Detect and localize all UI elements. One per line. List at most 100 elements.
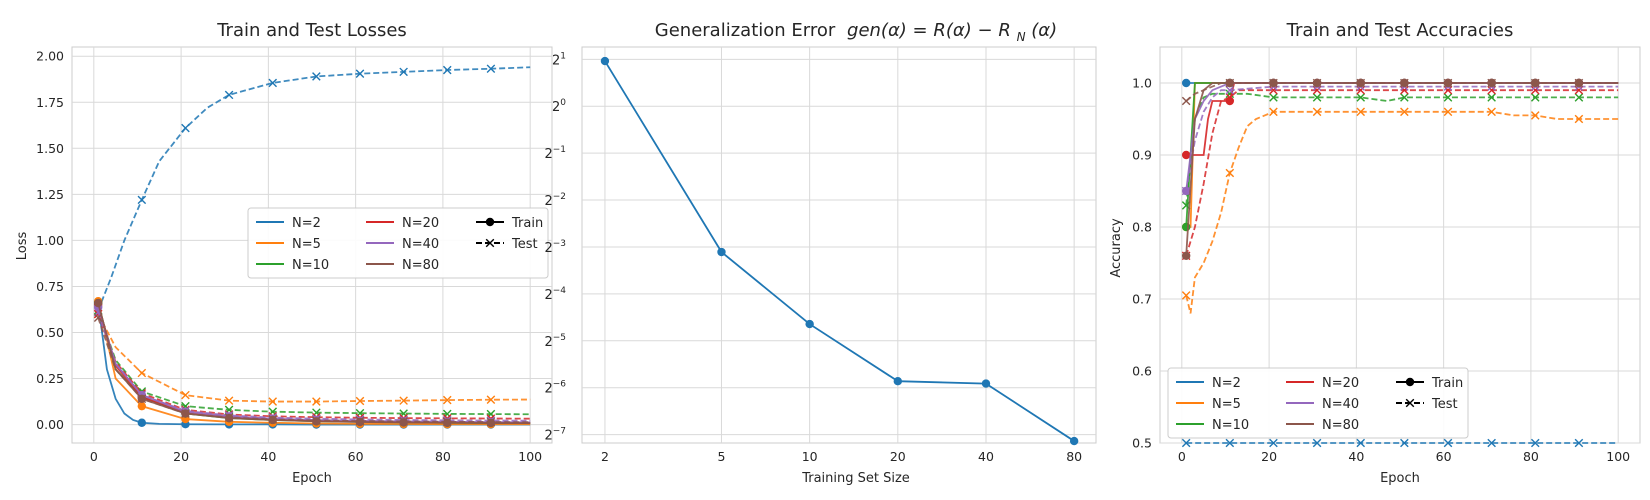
accuracies-test-point [1443,93,1453,102]
accuracies-train-point [1181,150,1191,160]
accuracies-test-point [1181,291,1191,300]
losses-legend-train-label: Train [511,216,543,231]
losses-test-point [181,390,190,400]
accuracies-test-point-stroke-b [1181,96,1191,106]
losses-legend-label: N=20 [402,216,439,231]
losses-test-point [224,90,234,100]
accuracies-test-point-stroke-b [1312,85,1322,95]
accuracies-test-point-stroke-b [1574,93,1584,102]
gen-error-ytick-label: 2−2 [544,192,566,209]
losses-test-point [399,67,408,77]
losses-test-point-stroke-b [224,396,234,405]
accuracies-ylabel: Accuracy [1109,218,1124,278]
losses-legend-test-label: Test [511,237,538,252]
losses-test-point [93,313,103,323]
accuracies-test-point [1530,438,1540,448]
accuracies-test-point-stroke-b [1574,438,1584,448]
losses-legend-label: N=80 [402,258,439,273]
losses-ytick-label: 0.50 [36,325,64,340]
accuracies-train-point [1225,96,1235,106]
accuracies-legend-test-label: Test [1431,397,1458,412]
accuracies-ytick-label: 1.0 [1132,76,1152,91]
losses-train-point [137,394,147,403]
accuracies-test-point [1530,85,1540,95]
losses-train-point [93,298,103,308]
losses-test-point [486,395,496,405]
accuracies-xtick-label: 60 [1436,449,1452,464]
losses-test-point [312,397,321,406]
gen-error-title-main: Generalization Error [655,20,836,41]
accuracies-train-point [1181,251,1191,260]
losses-train-point [355,417,365,427]
accuracies-test-point-stroke-b [1312,438,1322,448]
losses-test-line [97,310,531,416]
accuracies-test-point-stroke-b [1312,93,1322,102]
losses-test-point [442,65,452,75]
accuracies-test-point-stroke-b [1356,93,1366,102]
losses-legend-train-marker [485,217,495,227]
accuracies-train-point [1443,78,1453,88]
accuracies-train-point [1531,78,1540,88]
losses-test-point-stroke-b [399,67,408,77]
accuracies-test-point [1225,438,1235,448]
losses-test-point [137,368,147,378]
losses-test-point-stroke-b [312,72,321,81]
accuracies-test-point-stroke-b [1269,93,1278,102]
accuracies-legend-label: N=10 [1212,418,1249,433]
losses-test-line [97,313,531,403]
accuracies-test-point-stroke-b [1530,438,1540,448]
accuracies-train-point [1181,222,1191,232]
accuracies-test-point [1400,107,1409,117]
losses-test-point [268,78,278,88]
losses-test-point-stroke-b [442,395,452,405]
accuracies-test-point [1181,438,1191,448]
losses-ytick-label: 2.00 [36,49,64,64]
accuracies-test-line [1185,85,1619,192]
accuracies-legend-label: N=40 [1322,397,1359,412]
gen-error-ytick-label: 2−4 [544,286,566,303]
accuracies-test-point [1269,107,1278,117]
gen-error-point [1069,436,1079,446]
accuracies-test-line [1185,110,1619,314]
losses-ytick-label: 1.25 [36,187,64,202]
gen-error-ytick-label: 2−6 [544,380,566,397]
losses-test-point-stroke-b [399,396,408,405]
accuracies-test-point-stroke-b [1530,93,1540,102]
losses-legend-test-marker-stroke-b [485,238,495,248]
accuracies-test-line [1185,92,1619,206]
accuracies-test-point [1181,96,1191,106]
losses-legend-test-marker [485,238,495,248]
accuracies-test-point [1530,93,1540,102]
losses-test-point-stroke-b [312,397,321,406]
losses-xtick-label: 40 [260,449,276,464]
gen-error-title-tail: (α) [1031,20,1057,41]
losses-ytick-label: 1.00 [36,233,64,248]
accuracies-train-point [1487,78,1496,88]
accuracies-legend-label: N=80 [1322,418,1359,433]
accuracies-xtick-label: 40 [1348,449,1364,464]
accuracies-legend-test-marker-stroke-b [1405,398,1415,408]
gen-error-ytick-label: 2−3 [544,239,566,256]
accuracies-ytick-label: 0.8 [1132,220,1152,235]
accuracies-test-point [1443,85,1453,95]
accuracies-test-point [1487,438,1496,448]
accuracies-test-point-stroke-b [1574,85,1584,95]
accuracies-test-point [1574,85,1584,95]
losses-xtick-label: 80 [435,449,451,464]
accuracies-test-point-stroke-b [1269,107,1278,117]
losses-xtick-label: 100 [518,449,542,464]
accuracies-test-point [1356,85,1366,95]
losses-train-point [312,417,321,426]
losses-ytick-label: 1.50 [36,141,64,156]
accuracies-panel: Train and Test Accuracies Epoch Accuracy… [1109,20,1641,486]
losses-legend-label: N=40 [402,237,439,252]
accuracies-test-point-stroke-b [1356,85,1366,95]
gen-error-point [981,379,991,388]
losses-ytick-label: 0.25 [36,371,64,386]
accuracies-test-point-stroke-b [1574,114,1584,124]
accuracies-ytick-label: 0.9 [1132,148,1152,163]
accuracies-train-point [1225,78,1235,88]
accuracies-test-point-stroke-b [1443,85,1453,95]
accuracies-legend-train-label: Train [1431,376,1463,391]
losses-test-point-stroke-b [268,78,278,88]
